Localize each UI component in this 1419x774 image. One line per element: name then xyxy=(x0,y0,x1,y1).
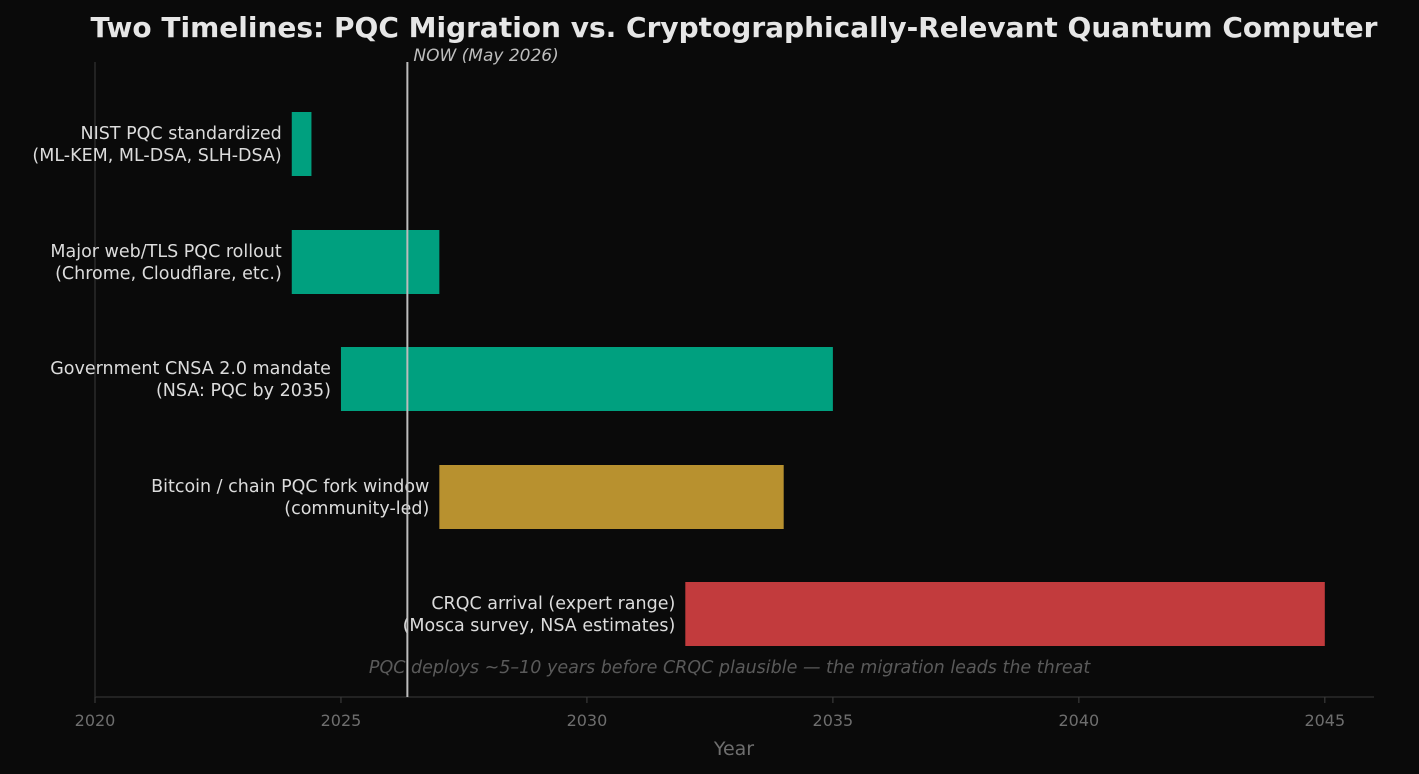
bar-4 xyxy=(439,465,784,529)
bar-labels-group: NIST PQC standardized(ML-KEM, ML-DSA, SL… xyxy=(32,124,675,636)
axes xyxy=(94,62,1374,698)
bar-label-1-line2: (ML-KEM, ML-DSA, SLH-DSA) xyxy=(32,146,281,166)
bar-label-3-line2: (NSA: PQC by 2035) xyxy=(156,381,331,401)
bar-label-5-line1: CRQC arrival (expert range) xyxy=(431,594,675,614)
bar-label-3-line1: Government CNSA 2.0 mandate xyxy=(50,359,331,379)
bar-label-5-line2: (Mosca survey, NSA estimates) xyxy=(403,616,676,636)
bar-5 xyxy=(685,582,1325,646)
x-tick-label-2025: 2025 xyxy=(321,711,362,730)
x-tick-label-2020: 2020 xyxy=(75,711,116,730)
bar-3 xyxy=(340,347,833,411)
x-tick-label-2030: 2030 xyxy=(567,711,608,730)
bar-2 xyxy=(291,230,440,294)
bar-label-2-line2: (Chrome, Cloudflare, etc.) xyxy=(55,264,282,284)
bar-label-4-line2: (community-led) xyxy=(284,499,429,519)
x-tick-label-2040: 2040 xyxy=(1058,711,1099,730)
x-axis-label: Year xyxy=(713,738,754,760)
bar-label-4-line1: Bitcoin / chain PQC fork window xyxy=(151,477,429,497)
bar-label-1-line1: NIST PQC standardized xyxy=(80,124,281,144)
x-ticks-group: 2020 2025 2030 2035 2040 2045 xyxy=(75,697,1345,730)
bar-1 xyxy=(291,112,312,176)
bars-group xyxy=(291,112,1325,646)
now-label: NOW (May 2026) xyxy=(413,46,558,66)
annotation-text: PQC deploys ~5–10 years before CRQC plau… xyxy=(369,658,1091,678)
bar-label-2-line1: Major web/TLS PQC rollout xyxy=(50,242,281,262)
x-tick-label-2035: 2035 xyxy=(813,711,854,730)
chart-title: Two Timelines: PQC Migration vs. Cryptog… xyxy=(91,11,1378,44)
x-tick-label-2045: 2045 xyxy=(1304,711,1345,730)
